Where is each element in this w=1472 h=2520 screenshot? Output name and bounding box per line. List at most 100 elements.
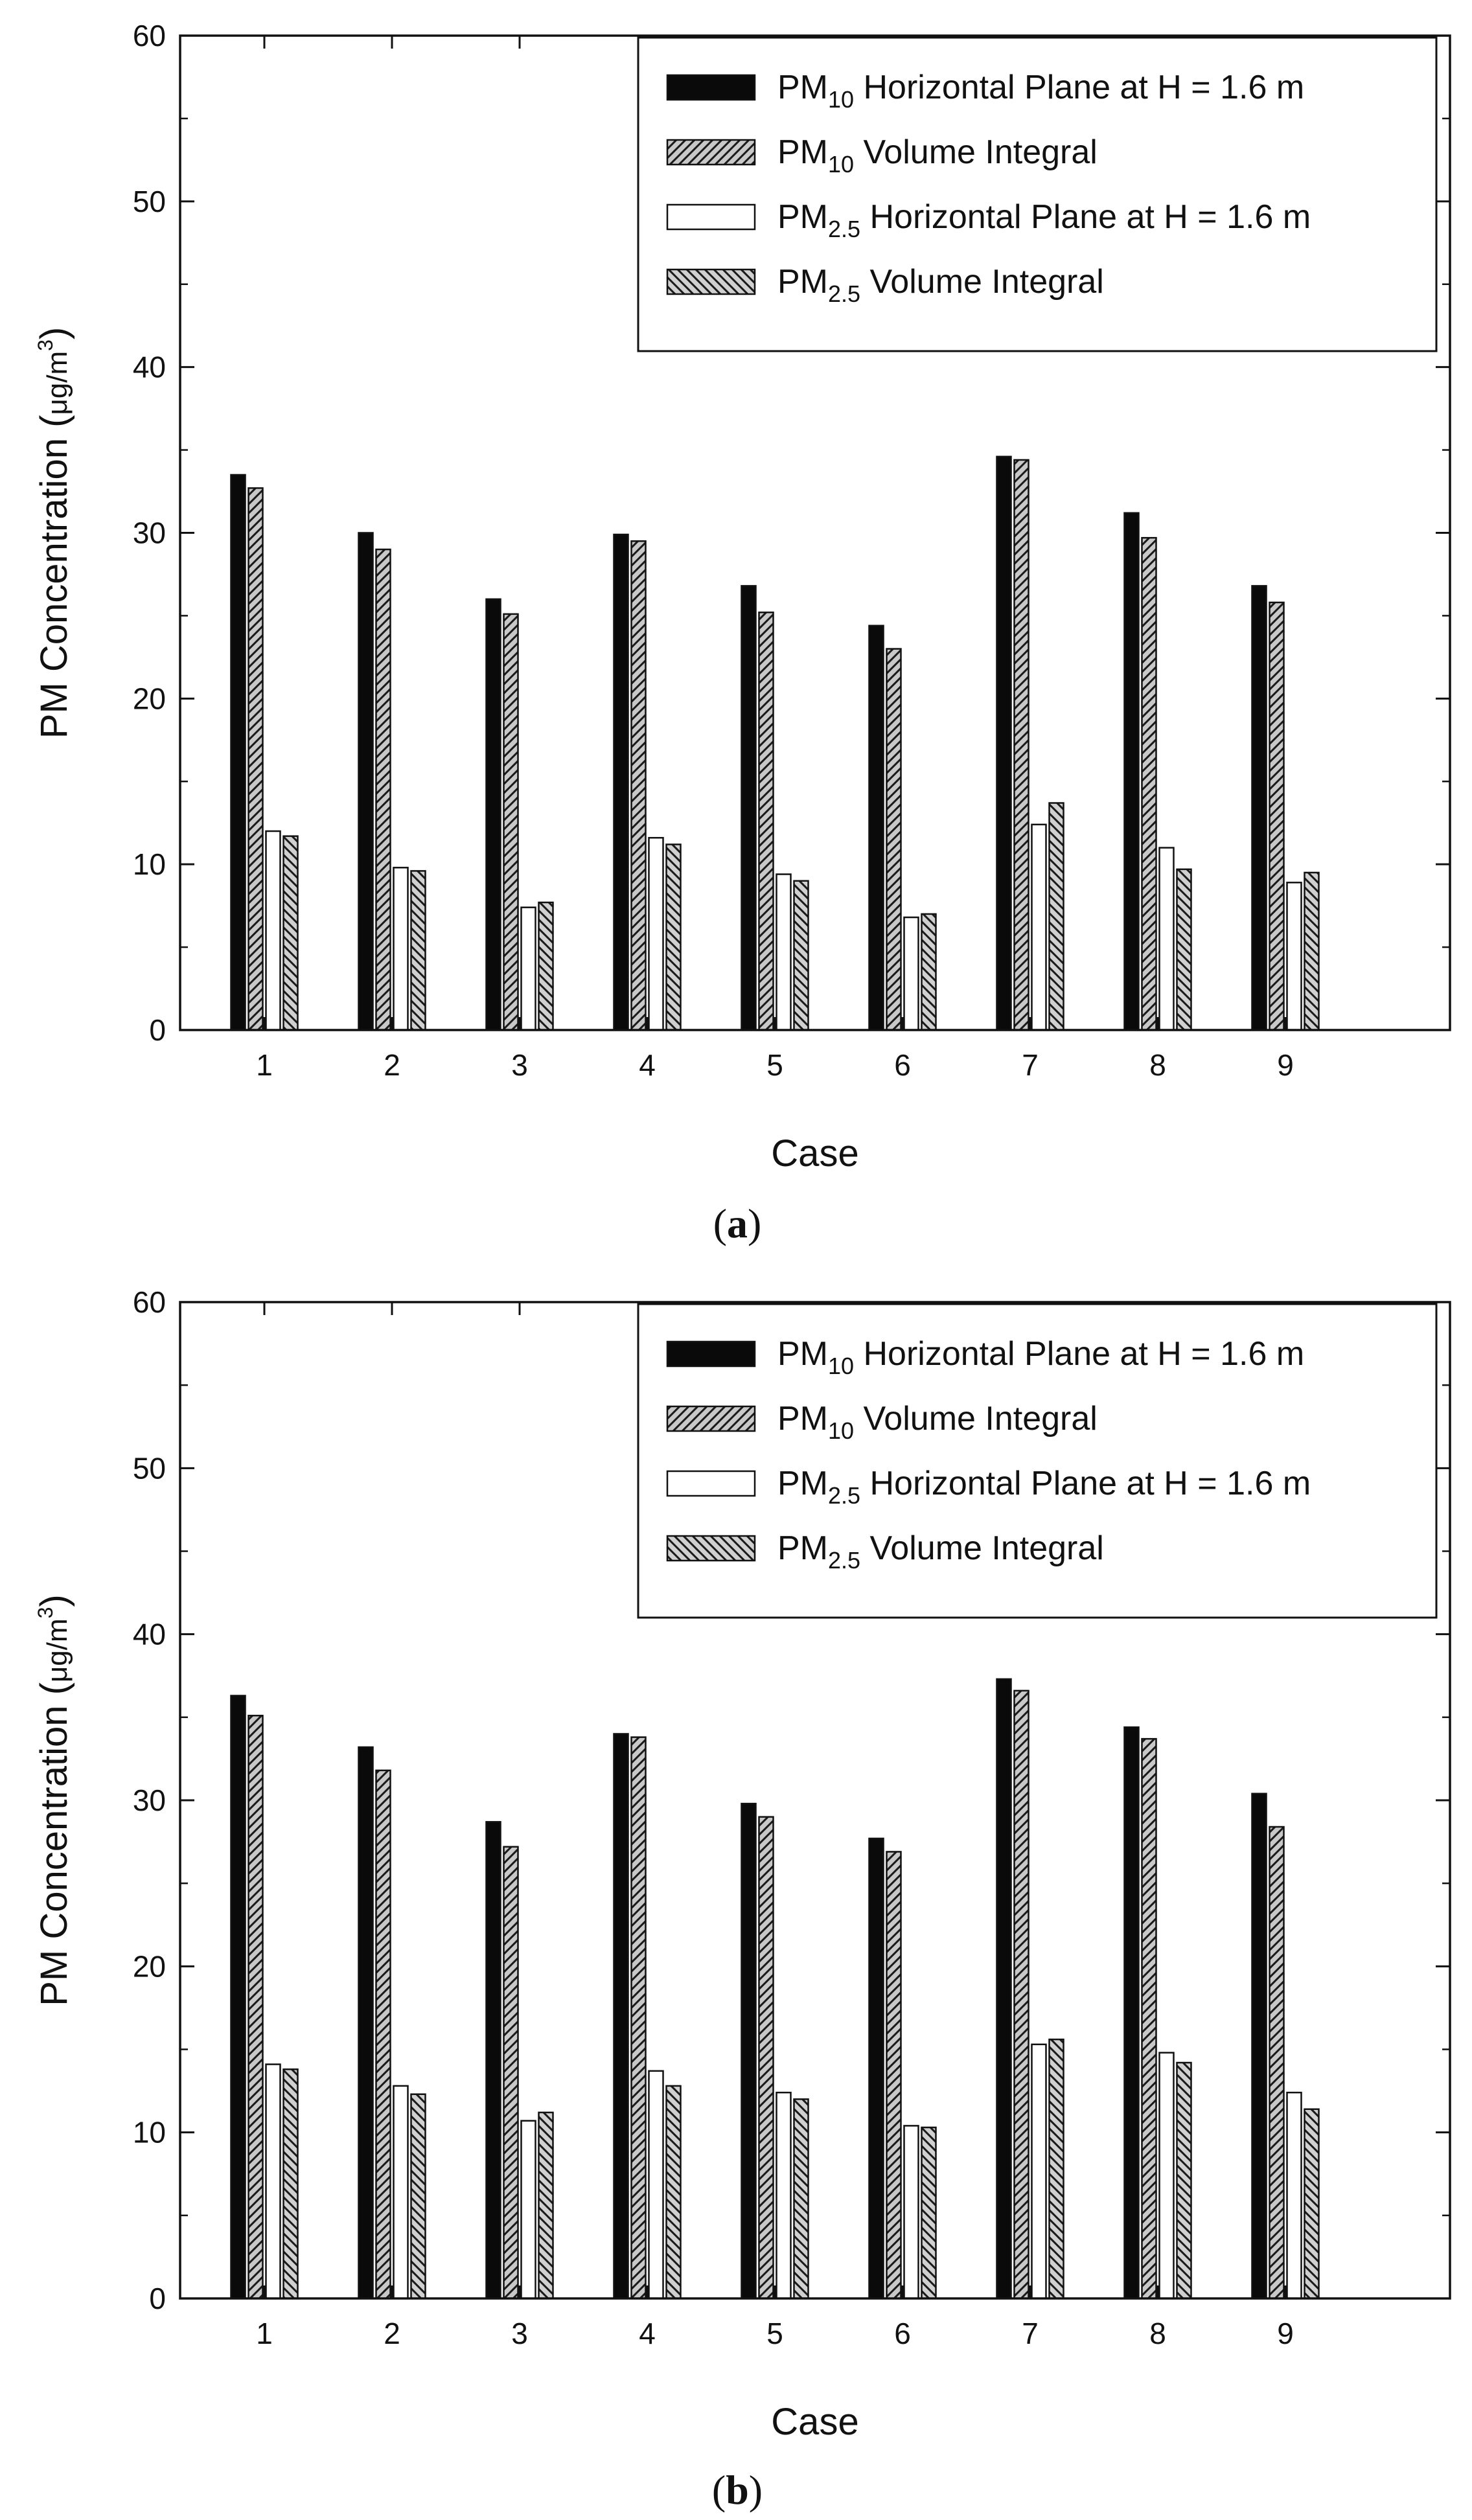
y-axis-title-sup: 3: [34, 1607, 57, 1619]
bar-a-case5-series4: [793, 880, 809, 1031]
x-tick-label: 2: [384, 1048, 400, 1082]
bar-b-case8-series1: [1123, 1726, 1140, 2300]
bar-b-case7-series4: [1048, 2038, 1064, 2300]
bar-b-case9-series2: [1269, 1826, 1285, 2300]
bar-a-case4-series2: [630, 540, 647, 1031]
panel-label-open: (: [713, 1200, 727, 1246]
x-tick-label: 9: [1277, 2317, 1294, 2350]
bar-b-case2-series3: [393, 2085, 409, 2300]
panel-label-open: (: [712, 2467, 726, 2513]
panel-label-close: ): [749, 2467, 763, 2513]
bar-b-case7-series1: [996, 1678, 1012, 2300]
y-axis-title: PM Concentration (μg/m3): [33, 1594, 75, 2006]
legend-label-pm: PM: [777, 1465, 828, 1502]
x-tick-label: 3: [511, 1048, 528, 1082]
panel-label-letter: b: [726, 2467, 749, 2513]
bar-a-case5-series2: [758, 612, 774, 1031]
y-axis-title-unit: μg/m: [41, 351, 73, 415]
bar-b-case1-series3: [265, 2063, 281, 2300]
legend-label-series1: PM10 Horizontal Plane at H = 1.6 m: [777, 69, 1304, 113]
x-tick-label: 6: [894, 2317, 911, 2350]
bar-b-case9-series3: [1286, 2091, 1302, 2300]
bar-a-case2-series4: [410, 870, 426, 1031]
bar-a-case4-series1: [613, 533, 629, 1031]
bar-a-case3-series3: [520, 906, 536, 1031]
legend-label-subscript: 2.5: [828, 216, 860, 242]
y-axis-title-main: PM Concentration (: [33, 1682, 75, 2006]
y-tick-label: 30: [133, 1783, 166, 1817]
y-tick-label: 10: [133, 847, 166, 881]
panel-label: (b): [712, 2467, 763, 2513]
legend-label-rest: Horizontal Plane at H = 1.6 m: [854, 1335, 1304, 1373]
legend-swatch-series1: [666, 74, 756, 101]
legend-label-subscript: 2.5: [828, 1482, 860, 1509]
bar-b-case3-series4: [538, 2111, 554, 2300]
bar-b-case2-series1: [358, 1746, 374, 2300]
y-tick-label: 50: [133, 185, 166, 218]
bar-b-case5-series3: [776, 2091, 792, 2300]
bar-b-case7-series2: [1013, 1690, 1029, 2300]
y-tick-label: 10: [133, 2116, 166, 2149]
legend-swatch-series2: [666, 139, 756, 166]
bar-a-case1-series1: [230, 474, 246, 1031]
y-tick-label: 20: [133, 1949, 166, 1983]
x-tick-label: 4: [639, 2317, 656, 2350]
x-axis-title: Case: [771, 2401, 858, 2443]
bar-a-case9-series3: [1286, 882, 1302, 1031]
x-tick-label: 8: [1149, 2317, 1166, 2350]
bar-a-case3-series1: [485, 598, 501, 1031]
legend-label-rest: Volume Integral: [854, 1400, 1098, 1438]
y-tick-label: 60: [133, 1285, 166, 1319]
bar-a-case1-series4: [282, 835, 299, 1031]
y-tick-label: 40: [133, 350, 166, 384]
bar-a-case1-series2: [247, 487, 264, 1031]
bar-b-case8-series2: [1141, 1737, 1157, 2300]
legend-label-subscript: 10: [828, 1417, 854, 1444]
x-tick-label: 4: [639, 1048, 656, 1082]
bar-a-case1-series3: [265, 830, 281, 1031]
bar-a-case7-series3: [1031, 823, 1047, 1031]
panel-label-close: ): [748, 1200, 761, 1246]
x-tick-label: 6: [894, 1048, 911, 1082]
x-tick-label: 1: [256, 1048, 273, 1082]
chart-panel-b: 0 10 20 30 40 50 60 1 2 3 4 5 6 7 8 9 Case PM Concentrati…: [33, 1285, 1451, 2513]
bar-b-case9-series1: [1251, 1793, 1267, 2300]
bar-b-case1-series2: [247, 1715, 264, 2300]
bar-a-case7-series4: [1048, 802, 1064, 1031]
bar-b-case2-series2: [375, 1769, 391, 2300]
x-tick-label: 8: [1149, 1048, 1166, 1082]
bar-b-case6-series1: [868, 1837, 884, 2300]
bar-a-case4-series4: [665, 843, 682, 1031]
y-tick-label: 30: [133, 516, 166, 550]
bar-a-case2-series1: [358, 532, 374, 1031]
bar-a-case2-series2: [375, 548, 391, 1031]
x-tick-label: 5: [766, 2317, 783, 2350]
legend-label-series4: PM2.5 Volume Integral: [777, 263, 1104, 307]
bar-a-case2-series3: [393, 867, 409, 1031]
chart-panel-a: 0 10 20 30 40 50 60 1 2 3 4 5 6 7 8 9 Case PM Concentrati…: [33, 19, 1451, 1246]
bar-b-case5-series1: [741, 1802, 757, 2300]
bar-a-case6-series3: [903, 916, 919, 1031]
legend-swatch-series1: [666, 1340, 756, 1368]
y-axis-title: PM Concentration (μg/m3): [33, 327, 75, 739]
bar-b-case5-series4: [793, 2098, 809, 2300]
y-tick-label: 0: [149, 2282, 166, 2315]
bar-a-case7-series1: [996, 455, 1012, 1031]
bar-a-case3-series4: [538, 901, 554, 1031]
bar-b-case8-series3: [1158, 2052, 1175, 2300]
legend-swatch-series3: [666, 1470, 756, 1497]
bar-a-case3-series2: [503, 613, 519, 1031]
bar-b-case4-series2: [630, 1736, 647, 2300]
bar-a-case5-series1: [741, 585, 757, 1031]
legend-label-pm: PM: [777, 263, 828, 301]
x-tick-label: 7: [1022, 2317, 1039, 2350]
legend-label-series3: PM2.5 Horizontal Plane at H = 1.6 m: [777, 1465, 1311, 1509]
bar-b-case3-series1: [485, 1821, 501, 2300]
bar-a-case9-series4: [1304, 871, 1320, 1031]
legend-label-subscript: 10: [828, 86, 854, 113]
bar-b-case9-series4: [1304, 2108, 1320, 2300]
bar-b-case3-series3: [520, 2120, 536, 2300]
legend-label-subscript: 2.5: [828, 281, 860, 307]
y-axis-title-close: ): [33, 327, 75, 339]
y-tick-label: 0: [149, 1013, 166, 1047]
